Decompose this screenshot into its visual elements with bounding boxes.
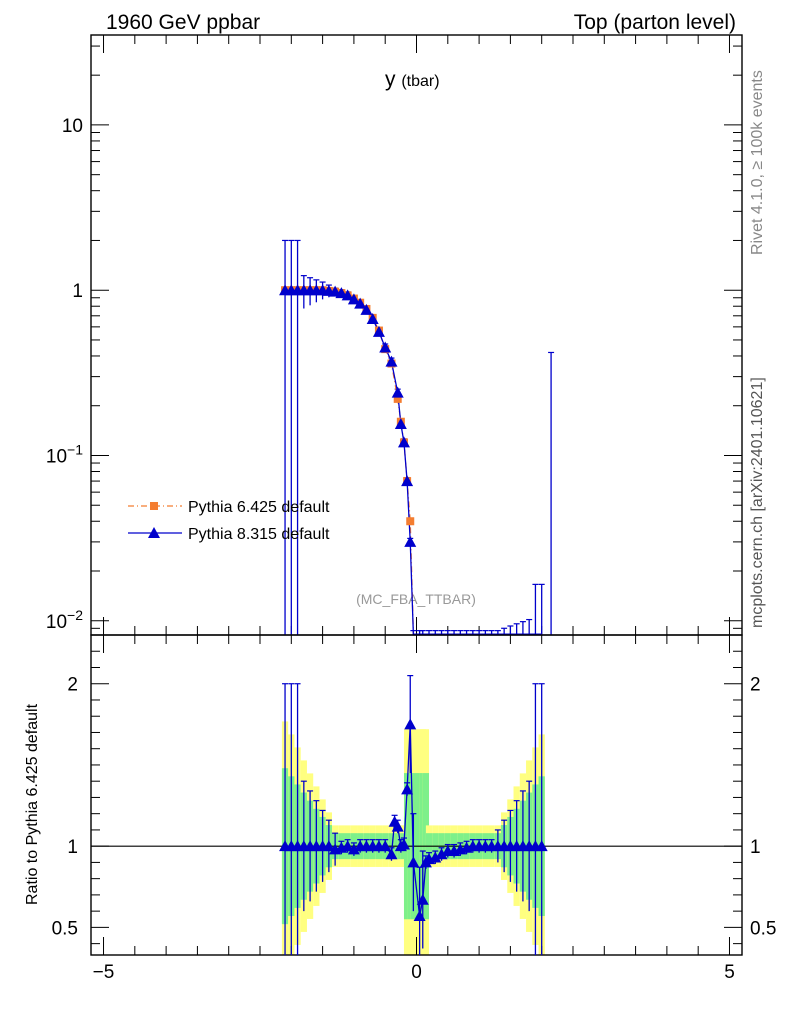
y-tick-exponent: −2 xyxy=(67,607,83,623)
ratio-y-tick-label: 2 xyxy=(67,675,78,696)
data-point-pythia8 xyxy=(404,535,417,547)
ratio-data-point xyxy=(401,783,414,795)
ratio-data-point xyxy=(397,838,410,850)
legend-label-pythia6: Pythia 6.425 default xyxy=(188,499,330,516)
analysis-label: (MC_FBA_TTBAR) xyxy=(356,591,476,607)
series-line-pythia6 xyxy=(285,289,542,635)
ratio-data-point xyxy=(407,856,420,868)
data-point-pythia6 xyxy=(393,394,402,403)
ratio-y-tick-label: 1 xyxy=(67,837,78,858)
ratio-data-point xyxy=(379,840,392,852)
ratio-data-point xyxy=(341,840,354,852)
ratio-data-point xyxy=(416,893,429,905)
plot-title: y (tbar) xyxy=(385,68,440,91)
data-point-pythia8 xyxy=(347,293,360,305)
legend-marker-pythia8 xyxy=(148,527,160,538)
ratio-data-point xyxy=(535,840,548,852)
x-tick-label: 5 xyxy=(724,962,735,983)
mcplots-label: mcplots.cern.ch [arXiv:2401.10621] xyxy=(749,377,766,628)
data-point-pythia8 xyxy=(401,475,414,487)
header-right: Top (parton level) xyxy=(574,11,736,34)
ratio-data-point xyxy=(435,848,448,860)
ratio-data-point xyxy=(391,820,404,832)
series-line-pythia8 xyxy=(285,289,542,635)
x-tick-label: 0 xyxy=(411,962,422,983)
legend-entry-pythia8: Pythia 8.315 default xyxy=(128,526,330,543)
y-tick-label: 1 xyxy=(72,281,83,302)
data-point-pythia8 xyxy=(397,436,410,448)
main-frame xyxy=(90,34,743,636)
legend: Pythia 6.425 default Pythia 8.315 defaul… xyxy=(128,499,330,543)
main-plot-area: 10 1 10−1 10−2 xyxy=(46,34,743,636)
data-point-pythia8 xyxy=(335,287,348,299)
data-point-pythia8 xyxy=(372,325,385,337)
data-point-pythia8 xyxy=(379,341,392,353)
data-point-pythia8 xyxy=(360,303,373,315)
plot-title-sub: (tbar) xyxy=(401,73,439,90)
ratio-data-point xyxy=(322,840,335,852)
plot-title-main: y xyxy=(385,68,396,91)
ratio-y-tick-label-right: 0.5 xyxy=(750,918,776,939)
data-point-pythia6 xyxy=(406,517,415,526)
y-tick-exponent: −1 xyxy=(67,441,83,457)
x-tick-label: −5 xyxy=(93,962,115,983)
data-point-pythia8 xyxy=(385,355,398,367)
data-point-pythia8 xyxy=(394,418,407,430)
ratio-y-tick-label-right: 2 xyxy=(750,675,761,696)
legend-label-pythia8: Pythia 8.315 default xyxy=(188,526,330,543)
ratio-data-point xyxy=(385,848,398,860)
legend-entry-pythia6: Pythia 6.425 default xyxy=(128,499,330,516)
data-point-pythia8 xyxy=(391,386,404,398)
ratio-plot-area: −5 0 5 0.5 0.5 1 1 2 2 xyxy=(52,634,776,983)
ratio-ylabel: Ratio to Pythia 6.425 default xyxy=(24,703,41,905)
y-tick-label: 10 xyxy=(62,116,83,137)
header-left: 1960 GeV ppbar xyxy=(106,11,260,34)
y-tick-label: 10−1 xyxy=(46,441,83,467)
ratio-y-tick-label: 0.5 xyxy=(52,918,78,939)
ratio-data-point xyxy=(404,718,417,730)
data-point-pythia8 xyxy=(341,289,354,301)
ratio-data-point xyxy=(413,910,426,922)
ratio-data-point xyxy=(347,843,360,855)
data-point-pythia8 xyxy=(354,297,367,309)
rivet-label: Rivet 4.1.0, ≥ 100k events xyxy=(749,70,766,255)
ratio-data-point xyxy=(429,851,442,863)
legend-marker-pythia6 xyxy=(150,502,158,510)
y-tick-label: 10−2 xyxy=(46,607,83,633)
ratio-y-tick-label-right: 1 xyxy=(750,837,761,858)
data-point-pythia8 xyxy=(366,312,379,324)
